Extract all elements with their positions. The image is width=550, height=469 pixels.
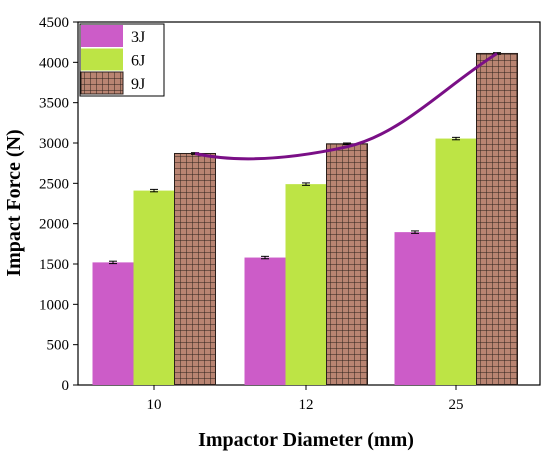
y-tick-label: 4500 [39, 15, 69, 31]
error-bar-6J-25 [452, 136, 460, 141]
error-bar-6J-12 [302, 182, 310, 186]
error-bar-3J-12 [261, 255, 269, 260]
legend-label-9J: 9J [131, 76, 145, 93]
error-bar-3J-25 [411, 230, 419, 234]
y-tick-label: 2500 [39, 176, 69, 192]
x-tick-label: 12 [299, 397, 314, 413]
legend-swatch-3J [81, 25, 123, 47]
trend-curve [194, 52, 498, 161]
bar-9J-12 [326, 143, 368, 386]
y-axis-title: Impact Force (N) [3, 129, 25, 276]
y-tick-label: 3500 [39, 96, 69, 112]
axes-layer: 0 500 1000 1500 2000 2500 3000 3500 4000 4500 10 12… [39, 15, 464, 413]
bar-3J-25 [394, 232, 436, 385]
legend: 3J 6J 9J [79, 23, 165, 97]
bar-9J-25 [476, 52, 518, 386]
bar-6J-10 [133, 190, 175, 385]
bar-3J-10 [92, 262, 134, 385]
y-tick-label: 1500 [39, 257, 69, 273]
error-bar-6J-10 [150, 188, 158, 193]
bar-6J-25 [435, 138, 477, 385]
y-tick-label: 4000 [39, 55, 69, 71]
bar-6J-12 [285, 184, 327, 385]
legend-swatch-9J [80, 71, 124, 95]
bar-9J-10 [174, 152, 216, 386]
legend-swatch-6J [81, 48, 123, 71]
y-tick-label: 0 [62, 378, 70, 394]
bars-layer [92, 52, 518, 386]
x-tick-label: 10 [147, 397, 162, 413]
bar-3J-12 [244, 257, 286, 385]
y-tick-label: 2000 [39, 217, 69, 233]
error-bar-3J-10 [109, 260, 117, 265]
y-tick-label: 500 [47, 338, 70, 354]
x-tick-label: 25 [449, 397, 464, 413]
y-tick-label: 3000 [39, 136, 69, 152]
y-tick-label: 1000 [39, 297, 69, 313]
legend-label-6J: 6J [131, 53, 145, 70]
x-axis-title: Impactor Diameter (mm) [198, 429, 414, 451]
legend-label-3J: 3J [131, 29, 145, 46]
